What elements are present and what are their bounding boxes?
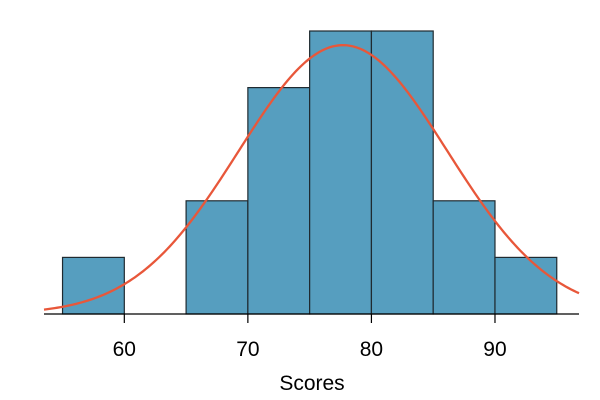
histogram-bar-65-70 [185,200,249,315]
x-tick-label-90: 90 [483,338,506,361]
histogram-bar-90-95 [494,256,558,315]
histogram-bars [61,30,558,315]
histogram-bar-80-85 [370,30,434,315]
x-tick-label-70: 70 [236,338,259,361]
x-tick-label-60: 60 [113,338,136,361]
histogram-bar-75-80 [309,30,373,315]
histogram-bar-85-90 [432,200,496,315]
x-axis-ticks: 60 70 80 90 [113,314,507,361]
normal-curve [43,43,580,311]
histogram-bar-70-75 [247,86,311,315]
x-axis-title: Scores [279,372,344,395]
x-tick-label-80: 80 [360,338,383,361]
